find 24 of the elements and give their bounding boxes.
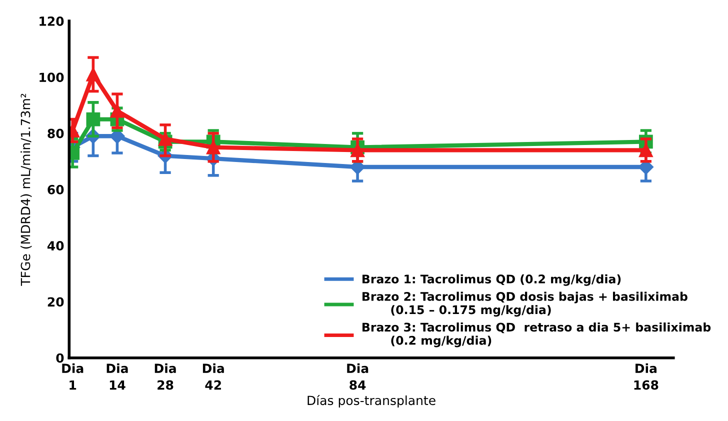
x-tick-label: 1 [70, 380, 76, 390]
legend-label: Brazo 2: Tacrolimus QD dosis bajas + basiliximab (0.15 – 0.175 mg/kg/dia) [362, 292, 688, 317]
x-tick-label: 28 [158, 380, 174, 390]
y-tick-label: 20 [48, 297, 64, 307]
text: Dia [202, 363, 224, 374]
x-axis-title: Días pos-transplante [308, 394, 436, 408]
y-tick-label: 80 [48, 128, 64, 138]
y-tick-label: 100 [40, 72, 64, 82]
text: Dia [636, 363, 656, 374]
legend-label: Brazo 3: Tacrolimus QD retraso a dia 5+ basiliximab (0.2 mg/kg/dia) [362, 322, 711, 348]
x-tick-label: 168 [634, 380, 658, 390]
text: Dia [347, 363, 368, 374]
y-tick-label: 40 [47, 241, 64, 251]
y-tick-label: 120 [40, 16, 64, 26]
legend-label: Brazo 1: Tacrolimus QD (0.2 mg/kg/dia) [362, 274, 621, 286]
x-tick-label: 84 [350, 380, 366, 390]
text: Dia [154, 363, 176, 374]
y-axis-title: TFGe (MDRD4) mL/min/1.73m² [20, 94, 32, 286]
x-tick-label: 14 [110, 380, 126, 390]
text: Dia [106, 363, 128, 374]
y-tick-label: 60 [48, 184, 64, 194]
x-tick-label: 42 [205, 380, 221, 390]
y-tick-label: 0 [56, 353, 64, 363]
text: Dia [62, 363, 84, 374]
